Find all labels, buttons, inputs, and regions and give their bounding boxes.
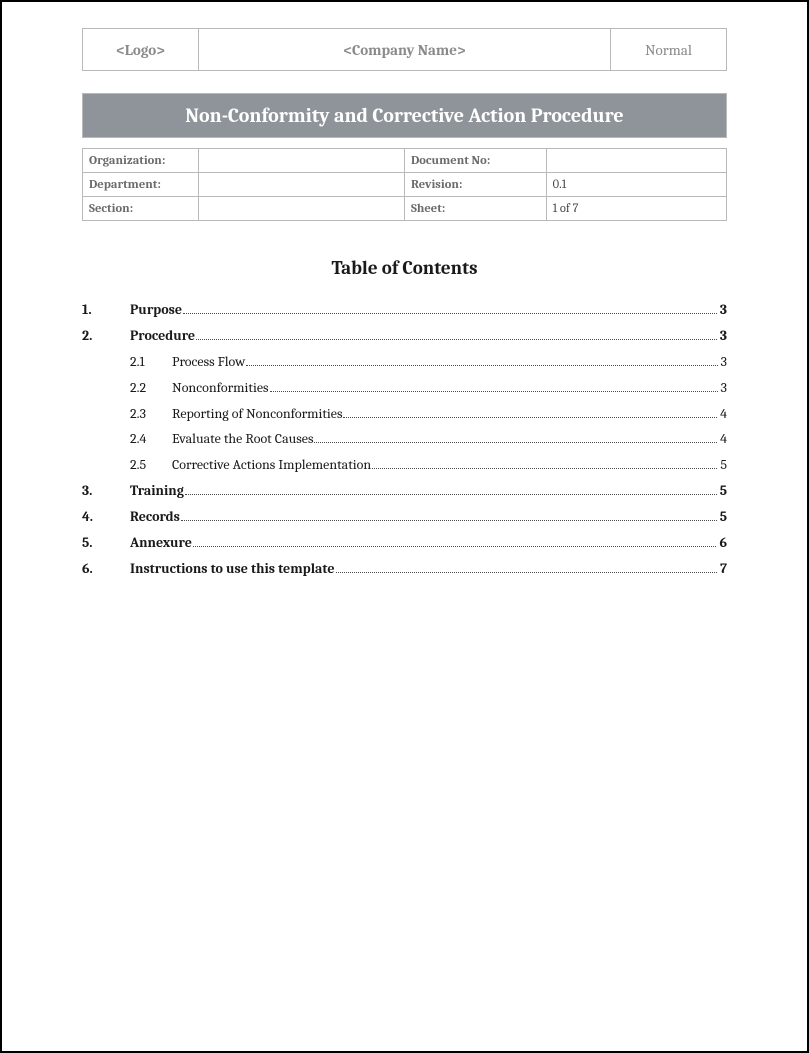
- toc-dot-leader: [372, 460, 717, 469]
- toc-entry-level2: 2.1Process Flow 3: [82, 349, 727, 375]
- toc-entry-level2: 2.3Reporting of Nonconformities 4: [82, 401, 727, 427]
- toc-dot-leader: [246, 357, 717, 366]
- toc-dot-leader: [181, 512, 717, 521]
- toc-entry-page: 5: [719, 504, 727, 530]
- meta-value-sheet: 1 of 7: [546, 197, 726, 221]
- meta-label-sheet: Sheet:: [404, 197, 546, 221]
- toc-entry-number: 5.: [82, 530, 130, 556]
- meta-label-department: Department:: [83, 173, 199, 197]
- meta-label-section: Section:: [83, 197, 199, 221]
- toc-dot-leader: [196, 331, 717, 340]
- toc-entry-label: Process Flow: [172, 349, 245, 375]
- document-title-bar: Non-Conformity and Corrective Action Pro…: [82, 93, 727, 138]
- toc-entry-page: 7: [719, 556, 727, 582]
- toc-entry-label: Records: [130, 504, 180, 530]
- toc-entry-number: 4.: [82, 504, 130, 530]
- toc-entry-number: 2.3: [130, 401, 172, 427]
- toc-dot-leader: [343, 408, 717, 417]
- company-name-placeholder: <Company Name>: [198, 29, 610, 71]
- toc-entry-page: 3: [720, 375, 727, 401]
- toc-entry-page: 3: [719, 323, 727, 349]
- meta-row: Section: Sheet: 1 of 7: [83, 197, 727, 221]
- toc-entry-page: 5: [719, 478, 727, 504]
- meta-value-organization: [198, 149, 404, 173]
- toc-entry-number: 3.: [82, 478, 130, 504]
- toc-entry-page: 3: [719, 297, 727, 323]
- meta-label-revision: Revision:: [404, 173, 546, 197]
- logo-placeholder: <Logo>: [83, 29, 199, 71]
- toc-entry-level1: 4.Records 5: [82, 504, 727, 530]
- toc-entry-number: 2.4: [130, 426, 172, 452]
- toc-entry-page: 6: [718, 530, 727, 556]
- toc-entry-level1: 2.Procedure 3: [82, 323, 727, 349]
- toc-entry-label: Annexure: [130, 530, 192, 556]
- toc-entry-level1: 1.Purpose 3: [82, 297, 727, 323]
- toc-heading: Table of Contents: [82, 257, 727, 279]
- toc-dot-leader: [185, 486, 717, 495]
- table-of-contents: 1.Purpose32.Procedure32.1Process Flow32.…: [82, 297, 727, 582]
- meta-value-section: [198, 197, 404, 221]
- metadata-table: Organization: Document No: Department: R…: [82, 148, 727, 221]
- toc-entry-number: 1.: [82, 297, 130, 323]
- toc-entry-number: 6.: [82, 556, 130, 582]
- meta-value-revision: 0.1: [546, 173, 726, 197]
- toc-entry-level2: 2.5Corrective Actions Implementation 5: [82, 452, 727, 478]
- toc-entry-level1: 6.Instructions to use this template 7: [82, 556, 727, 582]
- toc-entry-level1: 5.Annexure 6: [82, 530, 727, 556]
- meta-label-organization: Organization:: [83, 149, 199, 173]
- toc-entry-label: Training: [130, 478, 184, 504]
- toc-entry-number: 2.: [82, 323, 130, 349]
- toc-entry-label: Procedure: [130, 323, 195, 349]
- meta-label-document-no: Document No:: [404, 149, 546, 173]
- style-label: Normal: [611, 29, 727, 71]
- toc-dot-leader: [270, 383, 718, 392]
- header-table: <Logo> <Company Name> Normal: [82, 28, 727, 71]
- toc-entry-level2: 2.4Evaluate the Root Causes 4: [82, 426, 727, 452]
- toc-dot-leader: [314, 434, 717, 443]
- toc-entry-number: 2.1: [130, 349, 172, 375]
- toc-dot-leader: [193, 538, 717, 547]
- toc-entry-number: 2.2: [130, 375, 172, 401]
- toc-entry-page: 4: [719, 426, 727, 452]
- toc-entry-label: Instructions to use this template: [130, 556, 335, 582]
- meta-row: Department: Revision: 0.1: [83, 173, 727, 197]
- meta-value-department: [198, 173, 404, 197]
- toc-entry-label: Purpose: [130, 297, 182, 323]
- meta-row: Organization: Document No:: [83, 149, 727, 173]
- toc-entry-label: Corrective Actions Implementation: [172, 452, 371, 478]
- meta-value-document-no: [546, 149, 726, 173]
- toc-entry-label: Reporting of Nonconformities: [172, 401, 342, 427]
- toc-dot-leader: [183, 305, 717, 314]
- toc-entry-page: 5: [719, 452, 727, 478]
- toc-entry-number: 2.5: [130, 452, 172, 478]
- toc-entry-page: 3: [720, 349, 727, 375]
- toc-entry-label: Nonconformities: [172, 375, 269, 401]
- toc-dot-leader: [336, 564, 718, 573]
- toc-entry-label: Evaluate the Root Causes: [172, 426, 313, 452]
- toc-entry-level1: 3.Training 5: [82, 478, 727, 504]
- toc-entry-page: 4: [719, 401, 727, 427]
- document-page: <Logo> <Company Name> Normal Non-Conform…: [0, 0, 809, 1053]
- toc-entry-level2: 2.2Nonconformities 3: [82, 375, 727, 401]
